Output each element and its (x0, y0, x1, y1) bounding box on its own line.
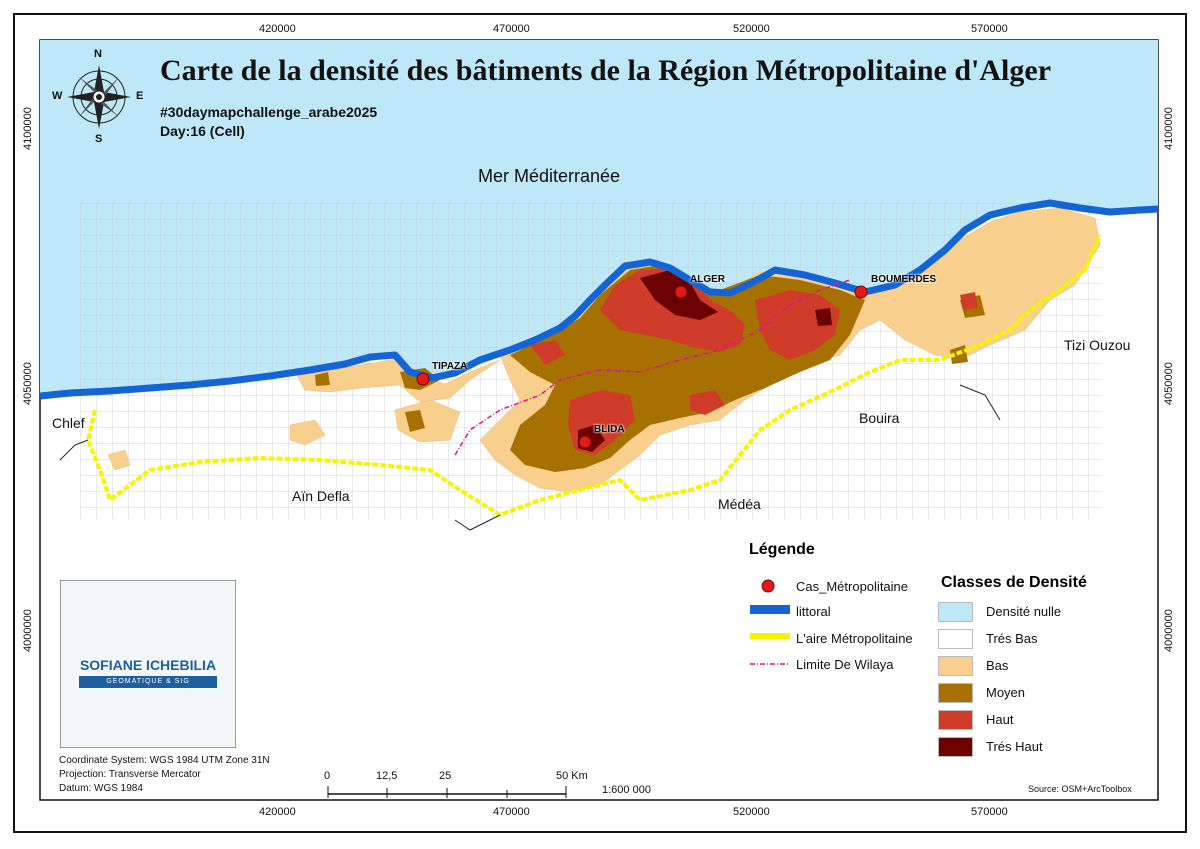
density-swatch (938, 710, 973, 730)
density-label: Densité nulle (986, 604, 1062, 619)
city-marker-tipaza (416, 372, 430, 386)
compass-e: E (136, 90, 144, 102)
legend-item: Limite De Wilaya (796, 657, 894, 672)
density-swatch (938, 683, 973, 703)
city-label-alger: ALGER (690, 274, 725, 285)
density-label: Trés Haut (986, 739, 1043, 754)
x-tick-bottom: 570000 (971, 806, 1008, 818)
legend-symbols (750, 579, 790, 665)
city-marker-alger (674, 285, 688, 299)
legend-littoral-symbol (750, 605, 790, 614)
map-title: Carte de la densité des bâtiments de la … (160, 54, 1052, 87)
density-label: Moyen (986, 685, 1026, 700)
region-chlef: Chlef (52, 415, 85, 431)
city-marker-blida (578, 435, 592, 449)
outer-boundary-west (59, 439, 89, 461)
density-title: Classes de Densité (941, 574, 1087, 591)
sea-label: Mer Méditerranée (478, 166, 621, 186)
scale-label: 12,5 (376, 770, 398, 782)
legend-metro-symbol (750, 633, 790, 639)
compass-n: N (94, 48, 102, 60)
region-medea: Médéa (718, 496, 761, 512)
density-swatch (938, 602, 973, 622)
density-label: Trés Bas (986, 631, 1038, 646)
x-tick-bottom: 470000 (493, 806, 530, 818)
city-label-boumerdes: BOUMERDES (871, 274, 937, 285)
legend-item: littoral (796, 604, 831, 619)
y-tick-left: 4050000 (22, 362, 34, 405)
x-tick-top: 470000 (493, 23, 530, 35)
datum: Datum: WGS 1984 (59, 783, 143, 794)
logo-subtitle: GEOMATIQUE & SIG (79, 676, 217, 688)
hashtag: #30daymapchallenge_arabe2025 (160, 104, 378, 120)
legend-title: Légende (749, 541, 815, 558)
coord-system: Coordinate System: WGS 1984 UTM Zone 31N (59, 755, 270, 766)
day-label: Day:16 (Cell) (160, 123, 245, 139)
density-swatch (938, 737, 973, 757)
city-label-tipaza: TIPAZA (432, 361, 468, 372)
y-tick-right: 4100000 (1163, 107, 1175, 150)
outer-boundary-south (454, 514, 501, 531)
compass-icon (67, 65, 131, 129)
region-tizi-ouzou: Tizi Ouzou (1064, 337, 1131, 353)
density-label: Bas (986, 658, 1009, 673)
legend-item: L'aire Métropolitaine (796, 631, 913, 646)
compass-s: S (95, 133, 103, 145)
y-tick-left: 4000000 (22, 609, 34, 652)
y-tick-right: 4000000 (1163, 609, 1175, 652)
compass-w: W (52, 90, 63, 102)
wilaya-limit (454, 279, 851, 456)
scale-bar (327, 786, 567, 798)
scale-label: 25 (439, 770, 452, 782)
city-label-blida: BLIDA (594, 424, 625, 435)
littoral-line (39, 199, 1159, 400)
scale-label: 0 (324, 770, 331, 782)
source-note: Source: OSM+ArcToolbox (1028, 784, 1132, 794)
legend-city-symbol (761, 579, 775, 593)
region-ain-defla: Aïn Defla (292, 488, 350, 504)
legend-item: Cas_Métropolitaine (796, 579, 909, 594)
metro-boundary (85, 234, 1102, 518)
x-tick-top: 420000 (259, 23, 296, 35)
logo-name: SOFIANE ICHEBILIA (79, 657, 217, 673)
y-tick-left: 4100000 (22, 107, 34, 150)
density-swatch (938, 656, 973, 676)
density-label: Haut (986, 712, 1014, 727)
region-bouira: Bouira (859, 410, 900, 426)
x-tick-top: 520000 (733, 23, 770, 35)
city-marker-boumerdes (854, 285, 868, 299)
outer-boundary-east (959, 384, 1001, 421)
scale-ratio: 1:600 000 (602, 784, 651, 796)
x-tick-bottom: 420000 (259, 806, 296, 818)
scale-label: 50 Km (556, 770, 588, 782)
x-tick-top: 570000 (971, 23, 1008, 35)
y-tick-right: 4050000 (1163, 362, 1175, 405)
city-markers (416, 285, 868, 449)
projection: Projection: Transverse Mercator (59, 769, 201, 780)
x-tick-bottom: 520000 (733, 806, 770, 818)
author-logo: SOFIANE ICHEBILIA GEOMATIQUE & SIG (60, 580, 236, 748)
outer-frame (13, 13, 1187, 833)
density-swatch (938, 629, 973, 649)
